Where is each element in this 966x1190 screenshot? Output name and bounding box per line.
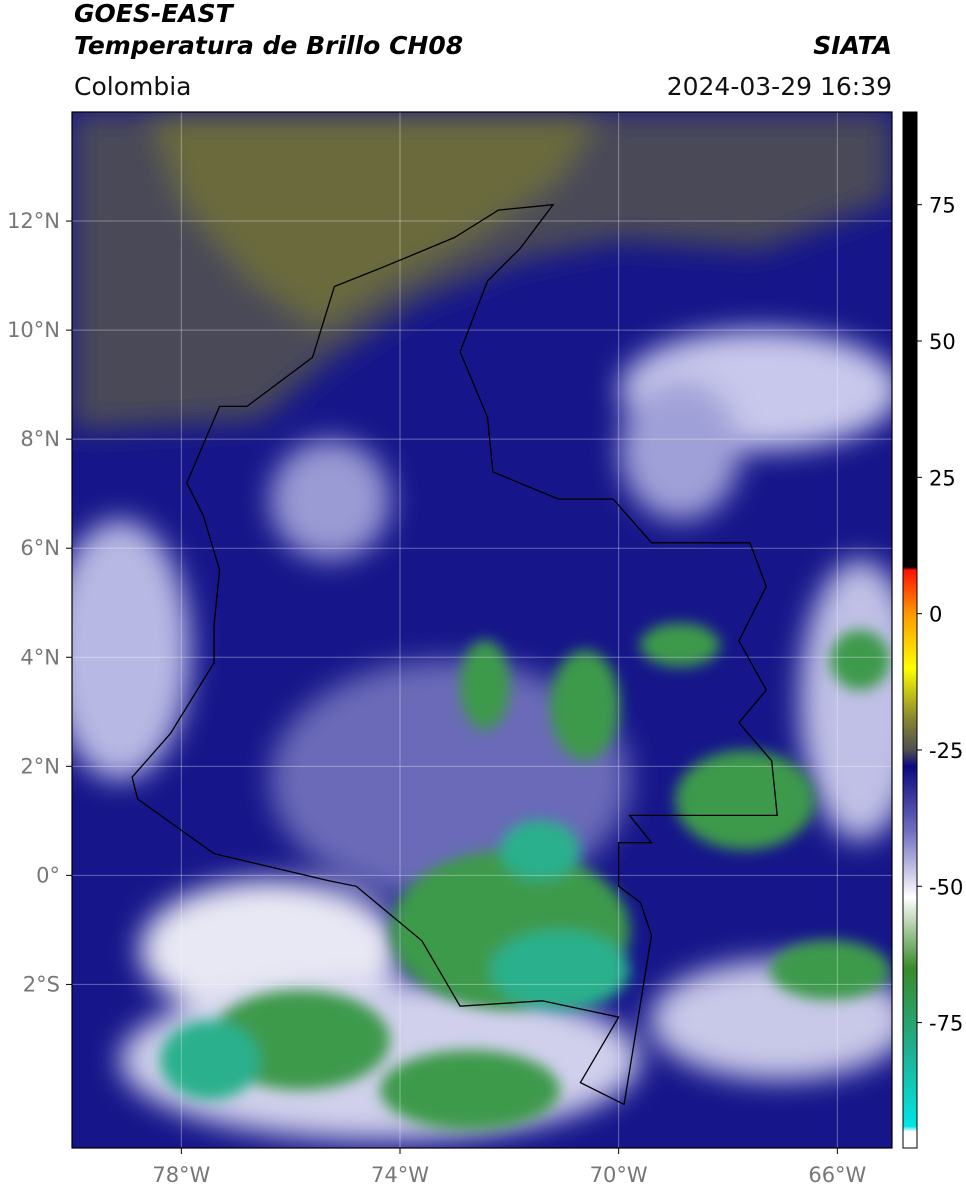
x-tick-label: 74°W [371, 1163, 429, 1187]
ticks: 78°W 74°W 70°W 66°W 12°N 10°N 8°N 6°N 4°N 2°N 0° 2°… [7, 194, 963, 1187]
satellite-image [72, 112, 892, 1148]
cold-top [490, 930, 630, 1010]
y-tick-label: 0° [36, 863, 60, 887]
colorbar-tick-label: -50 [929, 875, 963, 899]
cold-top [500, 820, 580, 880]
cold-top [770, 940, 890, 1000]
y-tick-label: 12°N [7, 209, 60, 233]
title: GOES-EAST [74, 0, 235, 28]
x-tick-label: 70°W [590, 1163, 648, 1187]
x-tick-label: 78°W [152, 1163, 210, 1187]
cloud [620, 380, 740, 520]
x-tick-label: 66°W [808, 1163, 866, 1187]
cold-top [830, 630, 890, 690]
y-tick-label: 10°N [7, 318, 60, 342]
colombia-border [131, 203, 778, 1106]
cloud [270, 440, 390, 560]
cold-top [380, 1050, 560, 1130]
y-tick-label: 2°S [23, 972, 60, 996]
cloud [72, 520, 190, 780]
colorbar-tick-label: -75 [929, 1012, 963, 1036]
y-tick-label: 8°N [20, 427, 60, 451]
colorbar-tick-label: 75 [929, 194, 956, 218]
cold-top [640, 623, 720, 667]
subtitle: Temperatura de Brillo CH08 [74, 31, 463, 60]
source: SIATA [813, 31, 892, 60]
cold-top [550, 650, 620, 760]
dry-band [150, 112, 600, 330]
cold-top [675, 750, 815, 850]
map-frame [71, 111, 893, 1149]
colorbar-tick-label: 25 [929, 466, 956, 490]
colorbar-tick-label: -25 [929, 739, 963, 763]
timestamp: 2024-03-29 16:39 [667, 72, 892, 101]
region: Colombia [74, 72, 191, 101]
cold-top [160, 1020, 260, 1100]
cold-top [460, 640, 510, 730]
y-tick-label: 2°N [20, 754, 60, 778]
y-tick-label: 4°N [20, 645, 60, 669]
colorbar-tick-label: 50 [929, 330, 956, 354]
cold-tops [160, 623, 890, 1130]
grid [72, 112, 892, 1148]
cloud [800, 560, 892, 840]
colorbar-tick-label: 0 [929, 603, 942, 627]
y-tick-label: 6°N [20, 536, 60, 560]
colorbar [902, 111, 918, 1149]
